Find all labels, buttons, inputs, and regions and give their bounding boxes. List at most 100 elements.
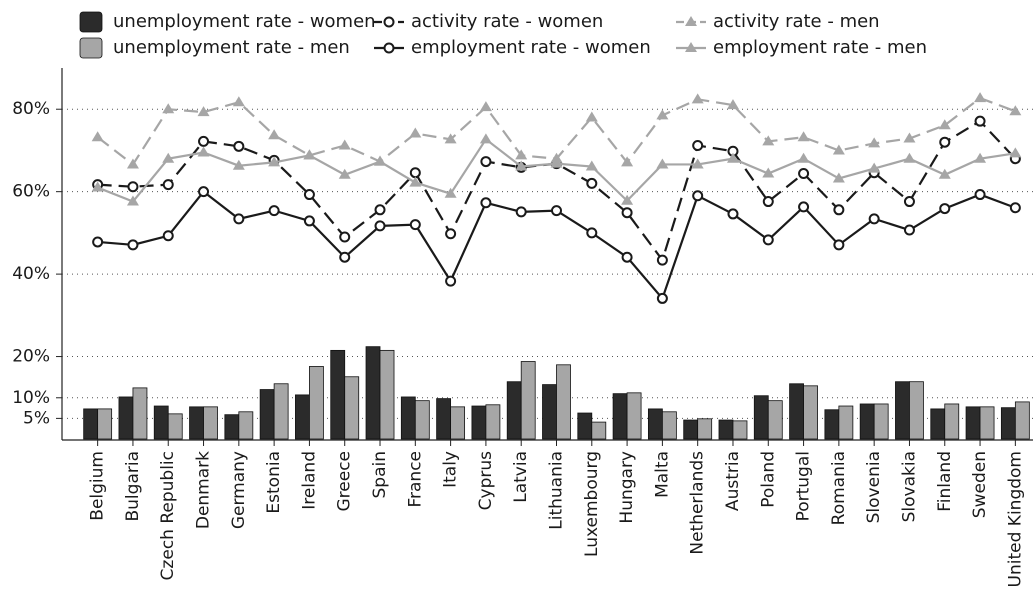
point <box>691 93 704 104</box>
x-tick-label: Portugal <box>794 451 814 521</box>
point <box>1009 105 1022 116</box>
bar <box>895 381 910 440</box>
point <box>162 230 174 242</box>
point <box>762 167 775 178</box>
bar <box>577 412 593 440</box>
y-tick-label: 20% <box>12 347 50 367</box>
point <box>621 156 634 167</box>
bar <box>803 385 818 440</box>
bar <box>344 376 360 440</box>
bar <box>97 408 113 440</box>
bar <box>189 406 204 440</box>
point <box>868 162 881 173</box>
bar <box>965 406 981 440</box>
bar <box>379 349 395 440</box>
point <box>444 133 457 144</box>
point <box>127 181 139 193</box>
bar <box>506 381 522 440</box>
point <box>303 189 315 201</box>
bar <box>330 349 346 440</box>
x-tick-label: Bulgaria <box>123 451 143 522</box>
point <box>974 92 987 103</box>
bar <box>661 411 677 440</box>
bar <box>224 414 240 440</box>
bar <box>683 419 699 440</box>
bar <box>556 364 571 440</box>
point <box>656 254 668 266</box>
point <box>162 152 175 163</box>
bar <box>873 403 889 440</box>
bar <box>471 405 487 440</box>
point <box>762 234 774 246</box>
point <box>726 152 739 163</box>
legend-label: unemployment rate - men <box>113 37 350 58</box>
point <box>268 205 280 217</box>
x-tick-label: Sweden <box>970 451 990 518</box>
y-tick-label: 60% <box>12 182 50 202</box>
point <box>868 213 880 225</box>
legend-marker <box>685 16 697 26</box>
legend-swatch <box>79 11 103 33</box>
point <box>586 177 598 189</box>
x-tick-label: Germany <box>229 451 249 529</box>
x-tick-label: Czech Republic <box>158 451 178 580</box>
point <box>938 119 951 130</box>
legend-marker <box>685 42 697 52</box>
point <box>868 137 881 148</box>
x-tick-label: Luxembourg <box>582 451 602 557</box>
bar <box>273 383 289 440</box>
point <box>268 156 281 167</box>
point <box>409 176 422 187</box>
bar <box>909 381 924 440</box>
point <box>726 99 739 110</box>
legend-marker <box>383 16 395 28</box>
bar <box>767 400 783 440</box>
point <box>832 172 845 183</box>
x-tick-label: Hungary <box>617 451 637 524</box>
point <box>409 219 421 231</box>
bar <box>485 404 501 440</box>
point <box>586 227 598 239</box>
x-tick-label: Ireland <box>299 451 319 510</box>
y-tick-label: 10% <box>12 388 50 408</box>
point <box>798 201 810 213</box>
bar <box>167 413 183 440</box>
point <box>445 275 457 287</box>
bar <box>153 405 169 440</box>
bar <box>450 406 466 440</box>
bar <box>732 420 748 440</box>
point <box>232 159 245 170</box>
legend-label: activity rate - men <box>713 11 880 32</box>
point <box>126 158 139 169</box>
point <box>515 206 527 218</box>
bar <box>824 409 840 440</box>
point <box>833 204 845 216</box>
x-tick-label: Estonia <box>264 451 284 514</box>
legend-label: activity rate - women <box>411 11 603 32</box>
bar <box>83 408 99 440</box>
point <box>903 196 915 208</box>
point <box>338 139 351 150</box>
point <box>303 215 315 227</box>
point <box>515 160 528 171</box>
x-tick-label: Denmark <box>194 451 214 529</box>
bar <box>838 405 854 440</box>
bar <box>118 396 134 440</box>
point <box>126 195 139 206</box>
bar <box>436 398 452 440</box>
point <box>232 96 245 107</box>
point <box>656 109 669 120</box>
bar <box>542 384 557 440</box>
point <box>409 127 422 138</box>
bar <box>718 419 734 440</box>
bar <box>238 411 254 440</box>
point <box>938 168 951 179</box>
legend-marker <box>383 42 395 54</box>
bar <box>1014 401 1030 440</box>
bar <box>591 421 607 440</box>
bar <box>520 361 536 440</box>
x-tick-label: United Kingdom <box>1005 451 1025 587</box>
point <box>585 160 598 171</box>
point <box>162 179 174 191</box>
